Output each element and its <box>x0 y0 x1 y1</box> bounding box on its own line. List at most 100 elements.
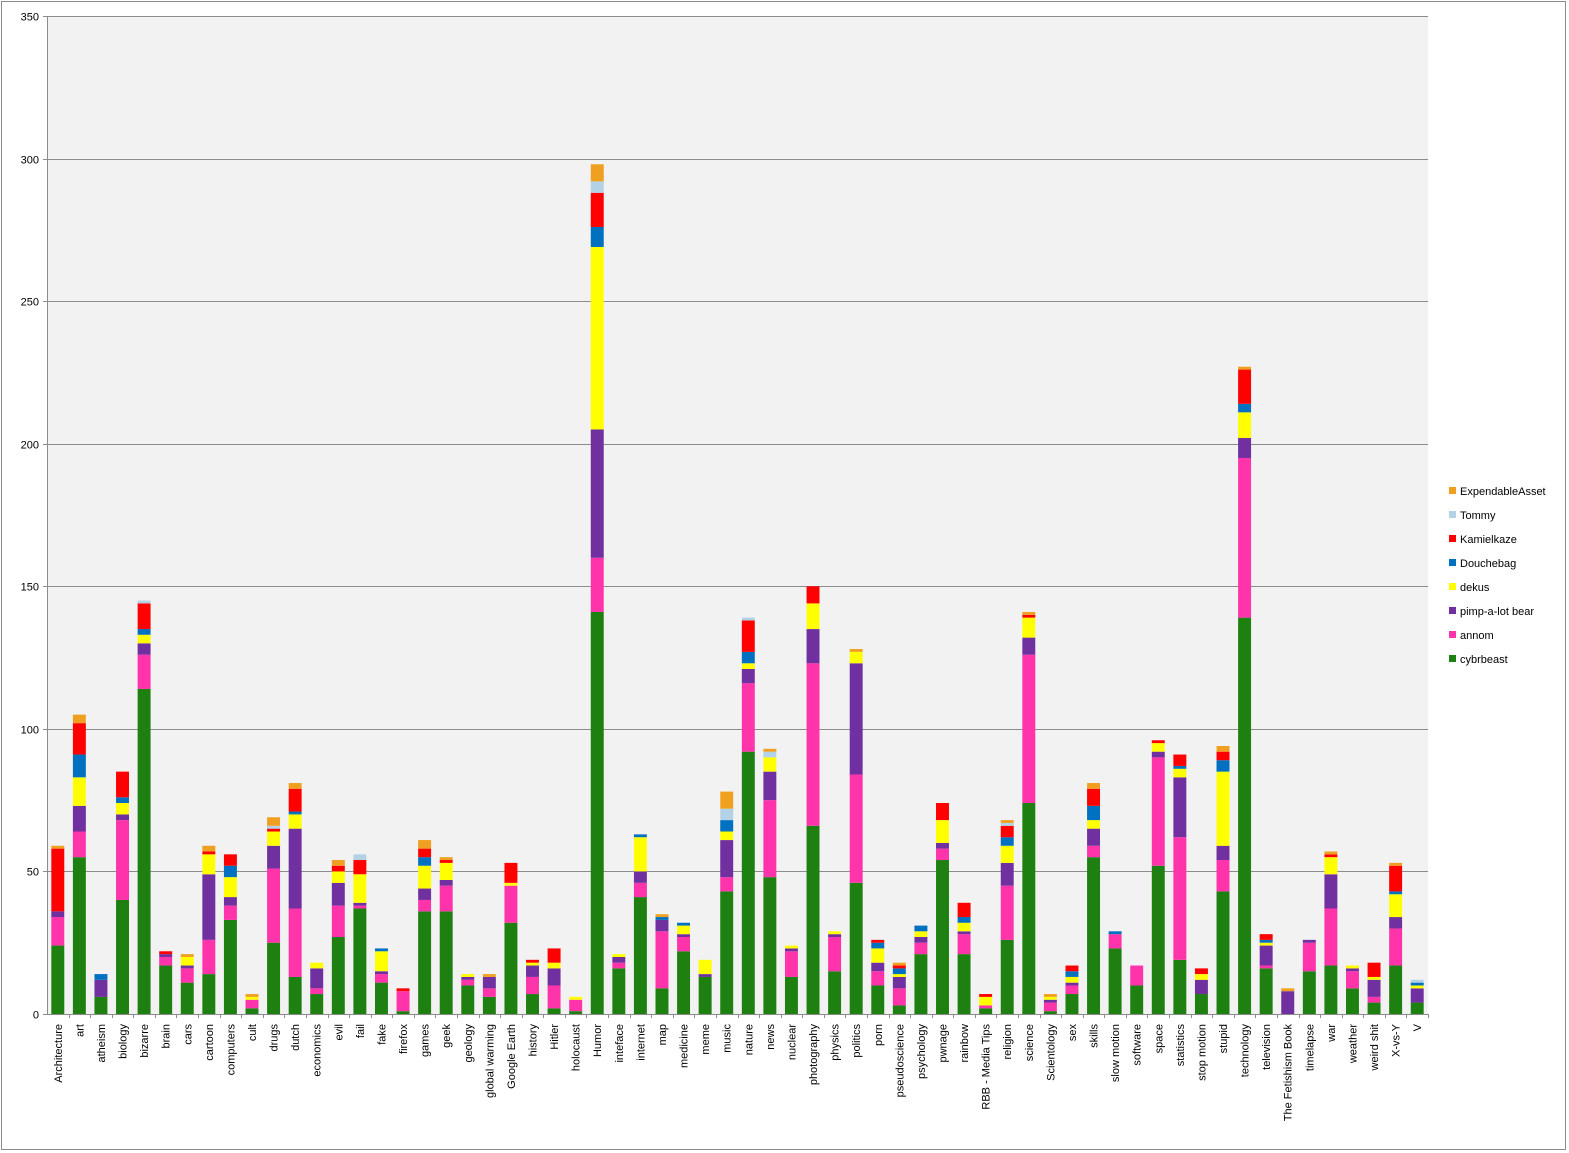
bar-segment <box>418 888 432 900</box>
bar-segment <box>1324 965 1338 1014</box>
bar-segment <box>1259 968 1273 1014</box>
x-tick-label: news <box>765 1024 777 1050</box>
bar-segment <box>871 948 885 963</box>
bar-segment <box>1065 985 1079 995</box>
bar-segment <box>288 788 302 812</box>
bar-segment <box>202 874 216 940</box>
bar-segment <box>1087 828 1101 846</box>
bar-segment <box>1065 982 1079 986</box>
bar-segment <box>892 988 906 1006</box>
x-tick-label: bizarre <box>139 1024 151 1058</box>
bar-segment <box>51 911 65 918</box>
bar-segment <box>461 976 475 980</box>
bar-segment <box>288 976 302 1014</box>
bar-segment <box>633 871 647 883</box>
bar-segment <box>1259 945 1273 966</box>
bar-segment <box>1000 837 1014 846</box>
bar-segment <box>288 828 302 909</box>
bar-segment <box>741 751 755 1014</box>
bar-segment <box>763 748 777 752</box>
bar-segment <box>1151 757 1165 866</box>
bar-segment <box>936 842 949 849</box>
bar-segment <box>849 663 863 775</box>
bar-segment <box>612 954 626 957</box>
bar-segment <box>116 814 129 821</box>
bar-segment <box>741 651 755 664</box>
bar-segment <box>1324 874 1338 909</box>
x-tick-label: fail <box>355 1024 367 1038</box>
bar-segment <box>936 860 949 1014</box>
legend-swatch <box>1449 511 1456 518</box>
bar-segment <box>720 877 734 892</box>
axes: 0 50 100 150 200 250 300 350 Architecture art athe… <box>21 12 1429 1121</box>
bar-segment <box>482 976 496 989</box>
bar-segment <box>374 951 388 972</box>
x-tick-label: psychology <box>916 1024 928 1080</box>
bar-segment <box>288 783 302 789</box>
legend-swatch <box>1449 535 1456 542</box>
bar-segment <box>1000 845 1014 863</box>
x-tick-label: brain <box>161 1024 173 1048</box>
bar-segment <box>245 996 259 1000</box>
bar-segment <box>51 848 65 912</box>
bar-segment <box>612 968 626 1014</box>
bar-segment <box>892 976 906 989</box>
bar-segment <box>1324 851 1338 855</box>
bar-segment <box>677 922 691 926</box>
bar-segment <box>590 164 604 182</box>
bar-segment <box>1216 751 1230 761</box>
bar-segment <box>1087 788 1101 806</box>
x-tick-label: geology <box>463 1024 475 1063</box>
x-tick-label: politics <box>851 1024 863 1058</box>
bar-segment <box>159 965 173 1014</box>
legend: ExpendableAsset Tommy Kamielkaze Douchebag d… <box>1449 486 1546 666</box>
bar-segment <box>245 999 259 1009</box>
x-tick-label: art <box>74 1024 86 1037</box>
legend-swatch <box>1449 559 1456 566</box>
bar-segment <box>310 962 324 969</box>
bar-segment <box>1173 765 1187 769</box>
bar-segment <box>1238 412 1252 439</box>
bar-segment <box>1194 994 1208 1014</box>
bar-segment <box>698 976 712 1014</box>
bar-segment <box>223 905 237 920</box>
bar-segment <box>1108 948 1122 1014</box>
bar-segment <box>1259 965 1273 969</box>
bar-segment <box>914 925 928 932</box>
bar-segment <box>1043 1002 1057 1012</box>
bar-segment <box>720 820 734 832</box>
bar-segment <box>223 877 237 898</box>
bar-segment <box>741 663 755 669</box>
x-tick-label: evil <box>333 1024 345 1041</box>
x-tick-label: stop motion <box>1196 1024 1208 1081</box>
bar-segment <box>1389 965 1403 1014</box>
x-tick-label: timelapse <box>1304 1024 1316 1071</box>
bar-segment <box>1151 740 1165 744</box>
legend-label: pimp-a-lot bear <box>1460 606 1534 618</box>
bar-segment <box>849 651 863 664</box>
bar-segment <box>180 956 194 966</box>
bar-segment <box>1389 891 1403 895</box>
bar-segment <box>1216 845 1230 861</box>
bar-segment <box>504 862 518 883</box>
bar-segment <box>720 891 734 1014</box>
bar-segment <box>418 848 432 858</box>
bar-segment <box>374 948 388 952</box>
legend-label: Tommy <box>1460 510 1496 522</box>
bar-segment <box>396 1011 410 1014</box>
bar-segment <box>1324 854 1338 858</box>
bar-segment <box>202 845 216 852</box>
bar-segment <box>979 996 993 1006</box>
bar-segment <box>180 954 194 957</box>
bar-segment <box>677 937 691 952</box>
bar-segment <box>267 942 281 1014</box>
bar-segment <box>482 974 496 977</box>
bar-segment <box>633 837 647 872</box>
bar-segment <box>396 991 410 1012</box>
bar-segment <box>957 922 971 932</box>
x-tick-label: technology <box>1240 1024 1252 1078</box>
x-tick-label: holocaust <box>571 1024 583 1071</box>
bar-segment <box>1108 931 1122 935</box>
bar-segment <box>1346 971 1359 989</box>
bar-segment <box>957 917 971 923</box>
